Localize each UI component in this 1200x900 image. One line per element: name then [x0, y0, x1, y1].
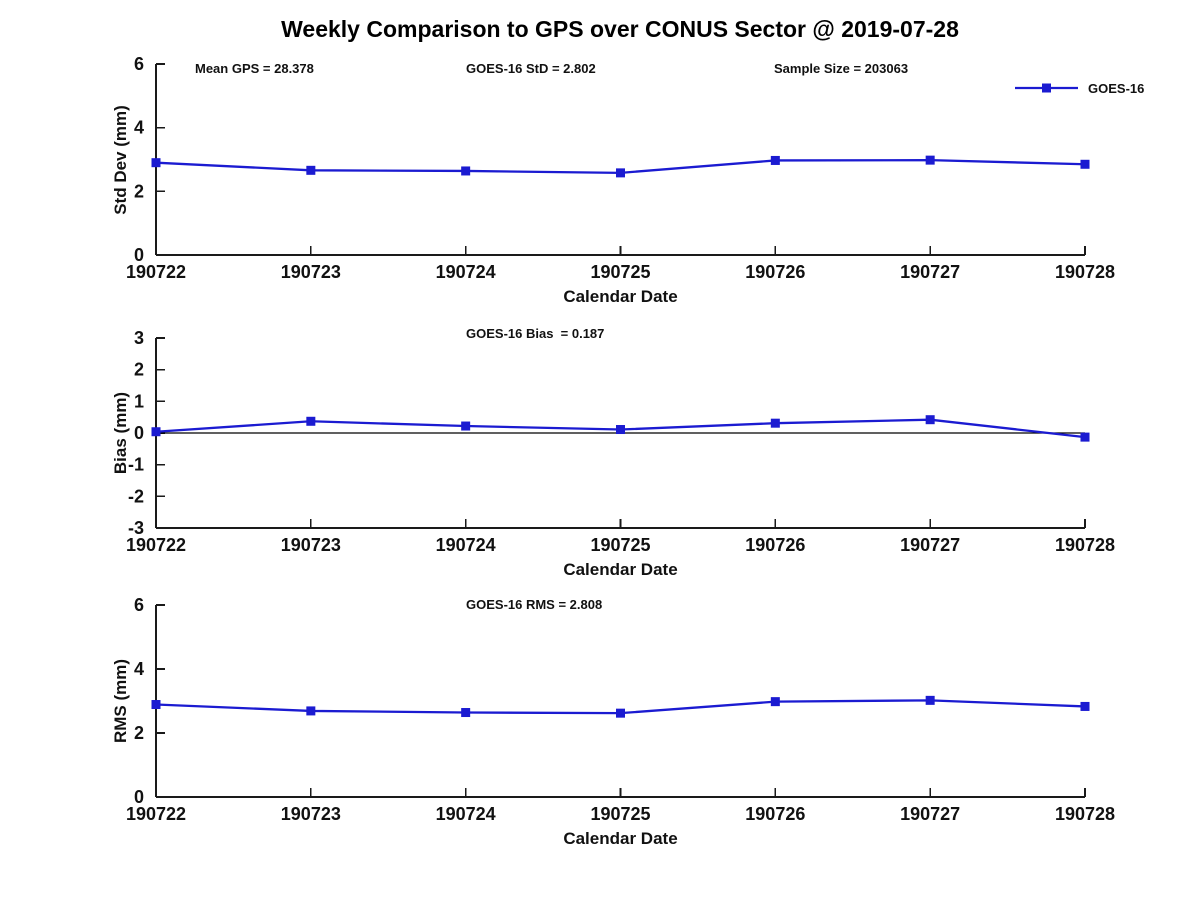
data-point — [151, 158, 161, 168]
data-point — [306, 706, 316, 716]
x-tick-label: 190722 — [126, 535, 186, 555]
y-axis-label-rms: RMS (mm) — [111, 658, 130, 744]
x-tick-label: 190724 — [436, 804, 496, 824]
data-point — [151, 427, 161, 437]
data-point — [306, 165, 316, 175]
x-tick-label: 190726 — [745, 804, 805, 824]
y-tick-label: -2 — [128, 486, 144, 506]
x-tick-label: 190722 — [126, 804, 186, 824]
y-tick-label: 0 — [134, 245, 144, 265]
y-tick-label: 6 — [134, 595, 144, 615]
y-tick-label: -3 — [128, 518, 144, 538]
x-tick-label: 190725 — [590, 535, 650, 555]
x-tick-label: 190727 — [900, 262, 960, 282]
x-tick-label: 190726 — [745, 535, 805, 555]
data-point — [1080, 159, 1090, 169]
annotation-sample-size: Sample Size = 203063 — [774, 61, 909, 76]
data-point — [770, 697, 780, 707]
x-axis-label-rms: Calendar Date — [563, 829, 678, 848]
legend-label: GOES-16 — [1088, 80, 1145, 96]
y-tick-label: 2 — [134, 181, 144, 201]
legend: GOES-16 — [1014, 80, 1145, 96]
x-tick-label: 190723 — [281, 262, 341, 282]
data-point — [616, 708, 625, 718]
y-tick-label: -1 — [128, 455, 144, 475]
data-point — [1080, 432, 1090, 442]
data-point — [306, 416, 316, 426]
data-point — [616, 425, 625, 435]
x-tick-label: 190726 — [745, 262, 805, 282]
x-axis-label-bias: Calendar Date — [563, 560, 678, 579]
y-tick-label: 2 — [134, 723, 144, 743]
x-tick-label: 190724 — [436, 262, 496, 282]
annotation-goes16-rms: GOES-16 RMS = 2.808 — [466, 597, 603, 612]
data-point — [770, 155, 780, 165]
y-tick-label: 2 — [134, 360, 144, 380]
x-axis-label-std-dev: Calendar Date — [563, 287, 678, 306]
y-tick-label: 1 — [134, 391, 144, 411]
annotation-goes16-std: GOES-16 StD = 2.802 — [466, 61, 596, 76]
x-tick-label: 190728 — [1055, 535, 1115, 555]
data-point — [925, 695, 935, 705]
data-point — [925, 155, 935, 165]
x-tick-label: 190727 — [900, 804, 960, 824]
y-axis-label-bias: Bias (mm) — [111, 391, 130, 475]
x-tick-label: 190723 — [281, 535, 341, 555]
x-tick-label: 190728 — [1055, 262, 1115, 282]
data-point — [151, 700, 161, 710]
x-tick-label: 190725 — [590, 262, 650, 282]
y-tick-label: 3 — [134, 328, 144, 348]
y-tick-label: 0 — [134, 423, 144, 443]
x-tick-label: 190725 — [590, 804, 650, 824]
y-tick-label: 4 — [134, 659, 144, 679]
x-tick-label: 190724 — [436, 535, 496, 555]
annotation-mean-gps: Mean GPS = 28.378 — [195, 61, 314, 76]
x-tick-label: 190722 — [126, 262, 186, 282]
data-point — [616, 168, 625, 178]
y-axis-label-std-dev: Std Dev (mm) — [111, 105, 130, 215]
annotation-goes16-bias: GOES-16 Bias = 0.187 — [466, 326, 605, 341]
y-tick-label: 4 — [134, 118, 144, 138]
y-tick-label: 6 — [134, 54, 144, 74]
data-point — [770, 418, 780, 428]
x-tick-label: 190728 — [1055, 804, 1115, 824]
data-point — [925, 415, 935, 425]
y-tick-label: 0 — [134, 787, 144, 807]
data-point — [461, 708, 471, 718]
data-point — [1080, 701, 1090, 711]
x-tick-label: 190727 — [900, 535, 960, 555]
data-point — [461, 421, 471, 431]
data-point — [461, 166, 471, 176]
figure-title: Weekly Comparison to GPS over CONUS Sect… — [281, 16, 959, 42]
legend-line-marker-icon — [1015, 83, 1078, 93]
x-tick-label: 190723 — [281, 804, 341, 824]
